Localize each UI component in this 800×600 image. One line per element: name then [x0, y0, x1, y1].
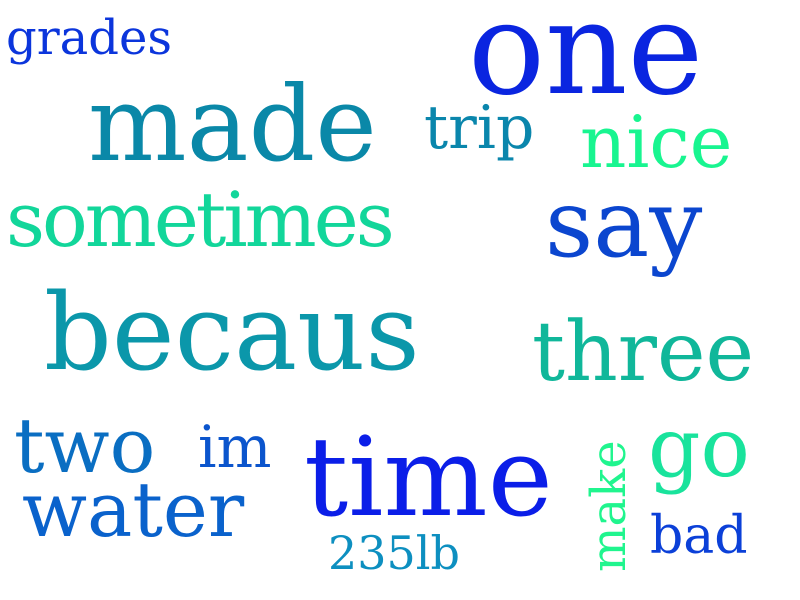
word-make: make [581, 440, 637, 572]
word-water: water [22, 465, 245, 554]
word-one: one [468, 0, 704, 124]
word-two: two [14, 401, 156, 490]
word-three: three [532, 305, 755, 400]
word-235lb: 235lb [328, 526, 460, 580]
word-grades: grades [6, 10, 173, 66]
word-trip: trip [424, 93, 535, 163]
word-bad: bad [650, 506, 748, 566]
word-say: say [545, 170, 703, 279]
word-go: go [648, 401, 750, 496]
word-made: made [88, 63, 377, 185]
word-time: time [304, 413, 553, 541]
word-nice: nice [580, 100, 733, 184]
word-im: im [198, 413, 272, 481]
word-sometimes: sometimes [6, 175, 395, 264]
word-becaus: becaus [44, 271, 420, 394]
